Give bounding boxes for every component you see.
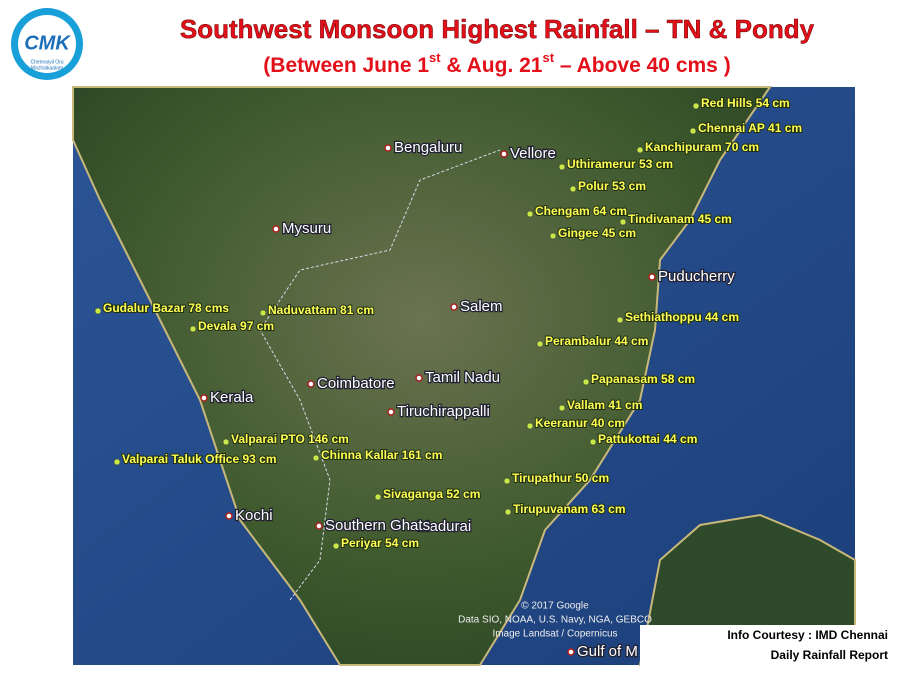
station-label: Tirupathur 50 cm bbox=[512, 471, 609, 485]
place-label: Puducherry bbox=[658, 268, 735, 285]
station-marker bbox=[222, 438, 230, 446]
station-marker bbox=[692, 102, 700, 110]
station-marker bbox=[589, 438, 597, 446]
station-marker bbox=[189, 325, 197, 333]
station-label: Polur 53 cm bbox=[578, 179, 646, 193]
station-marker bbox=[312, 454, 320, 462]
station-marker bbox=[619, 218, 627, 226]
subtitle: (Between June 1st & Aug. 21st – Above 40… bbox=[263, 50, 730, 77]
attribution: © 2017 Google bbox=[521, 601, 589, 612]
station-marker bbox=[569, 185, 577, 193]
station-label: Vallam 41 cm bbox=[567, 398, 642, 412]
station-marker bbox=[374, 493, 382, 501]
courtesy: Daily Rainfall Report bbox=[771, 648, 888, 662]
logo-line: Mazhaikaalam bbox=[31, 65, 63, 71]
station-label: Tindivanam 45 cm bbox=[628, 212, 732, 226]
place-dot bbox=[387, 408, 395, 416]
place-dot bbox=[415, 374, 423, 382]
place-label: Bengaluru bbox=[394, 139, 462, 156]
place-dot bbox=[272, 225, 280, 233]
station-marker bbox=[536, 340, 544, 348]
place-label: Madurai bbox=[417, 518, 471, 535]
labels: Bengaluru Vellore Mysuru Puducherry Salem Coi… bbox=[94, 95, 803, 661]
station-marker bbox=[504, 508, 512, 516]
station-marker bbox=[549, 232, 557, 240]
place-label: Tiruchirappalli bbox=[397, 403, 490, 420]
station-label: Perambalur 44 cm bbox=[545, 334, 648, 348]
place-dot bbox=[567, 648, 575, 656]
place-label: Coimbatore bbox=[317, 375, 395, 392]
station-label: Sivaganga 52 cm bbox=[383, 487, 480, 501]
title: Southwest Monsoon Highest Rainfall – TN … bbox=[180, 14, 815, 44]
station-marker bbox=[558, 404, 566, 412]
station-label: Kanchipuram 70 cm bbox=[645, 140, 759, 154]
attribution: Image Landsat / Copernicus bbox=[492, 629, 617, 640]
place-dot bbox=[450, 303, 458, 311]
logo: CMK Chennaiyil Oru Mazhaikaalam bbox=[11, 8, 83, 80]
attribution: Data SIO, NOAA, U.S. Navy, NGA, GEBCO bbox=[458, 615, 652, 626]
station-label: Gingee 45 cm bbox=[558, 226, 636, 240]
station-marker bbox=[332, 542, 340, 550]
logo-inner bbox=[18, 15, 76, 73]
place-dot bbox=[407, 523, 415, 531]
station-label: Red Hills 54 cm bbox=[701, 96, 790, 110]
station-label: Chinna Kallar 161 cm bbox=[321, 448, 442, 462]
place-dot bbox=[200, 394, 208, 402]
subtitle-part: – Above 40 cms ) bbox=[554, 54, 731, 77]
station-marker bbox=[558, 163, 566, 171]
station-label: Naduvattam 81 cm bbox=[268, 303, 374, 317]
station-label: Valparai Taluk Office 93 cm bbox=[122, 452, 277, 466]
station-marker bbox=[113, 458, 121, 466]
station-label: Gudalur Bazar 78 cms bbox=[103, 301, 229, 315]
state-border bbox=[259, 149, 501, 601]
place-dot bbox=[225, 512, 233, 520]
station-marker bbox=[526, 210, 534, 218]
subtitle-part: st bbox=[429, 50, 441, 65]
courtesy: Info Courtesy : IMD Chennai bbox=[727, 628, 888, 642]
station-label: Sethiathoppu 44 cm bbox=[625, 310, 739, 324]
station-marker bbox=[636, 146, 644, 154]
station-marker bbox=[689, 127, 697, 135]
station-marker bbox=[94, 307, 102, 315]
place-dot bbox=[307, 380, 315, 388]
station-label: Periyar 54 cm bbox=[341, 536, 419, 550]
place-label: Vellore bbox=[510, 145, 556, 162]
logo-line: Chennaiyil Oru bbox=[30, 59, 63, 65]
station-marker bbox=[503, 477, 511, 485]
subtitle-part: & Aug. 21 bbox=[441, 54, 543, 77]
place-dot bbox=[315, 522, 323, 530]
courtesy-box bbox=[640, 625, 900, 670]
place-dot bbox=[384, 144, 392, 152]
place-label: Southern Ghats bbox=[325, 517, 430, 534]
subtitle-part: (Between June 1 bbox=[263, 54, 429, 77]
place-label: Kochi bbox=[235, 507, 273, 524]
place-label: Mysuru bbox=[282, 220, 331, 237]
place-dot bbox=[648, 273, 656, 281]
station-marker bbox=[526, 422, 534, 430]
place-label: Tamil Nadu bbox=[425, 369, 500, 386]
station-marker bbox=[616, 316, 624, 324]
station-label: Tirupuvanam 63 cm bbox=[513, 502, 626, 516]
station-label: Papanasam 58 cm bbox=[591, 372, 695, 386]
station-label: Keeranur 40 cm bbox=[535, 416, 625, 430]
station-label: Uthiramerur 53 cm bbox=[567, 157, 673, 171]
station-label: Valparai PTO 146 cm bbox=[231, 432, 349, 446]
place-label: Kerala bbox=[210, 389, 254, 406]
station-marker bbox=[582, 378, 590, 386]
place-label: Salem bbox=[460, 298, 503, 315]
station-label: Chennai AP 41 cm bbox=[698, 121, 802, 135]
station-label: Chengam 64 cm bbox=[535, 204, 627, 218]
station-marker bbox=[259, 309, 267, 317]
subtitle-part: st bbox=[542, 50, 554, 65]
station-label: Devala 97 cm bbox=[198, 319, 274, 333]
place-dot bbox=[500, 150, 508, 158]
station-label: Pattukottai 44 cm bbox=[598, 432, 697, 446]
logo-mark: CMK bbox=[24, 32, 71, 54]
place-label: Gulf of M bbox=[577, 643, 638, 660]
